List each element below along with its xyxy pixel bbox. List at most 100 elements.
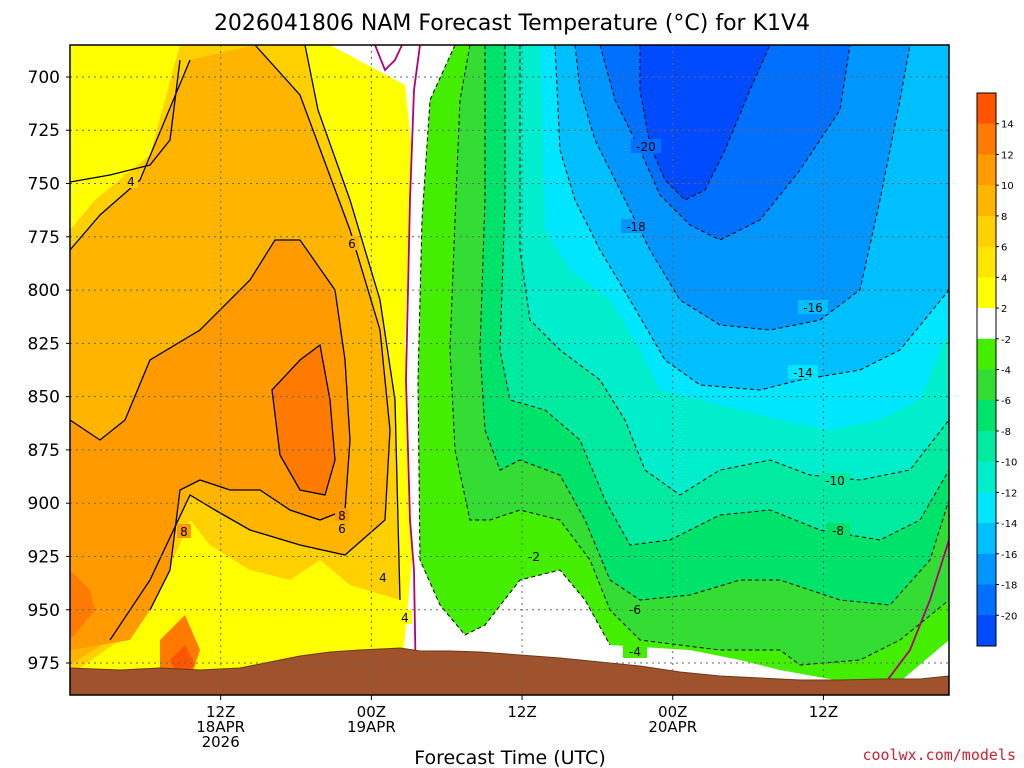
- contour-label: 4: [127, 175, 135, 189]
- x-tick-label: 18APR: [196, 718, 245, 736]
- fill-10c: [70, 345, 335, 680]
- contour-label: 8: [180, 525, 188, 539]
- colorbar-label: 4: [1001, 273, 1007, 284]
- colorbar-swatch: [977, 615, 996, 647]
- contour-label: -20: [636, 140, 656, 154]
- y-tick-label: 775: [28, 228, 60, 248]
- x-tick-label: 00Z: [658, 703, 687, 721]
- contour-m14c: [554, 45, 949, 391]
- colorbar-swatch: [977, 277, 996, 309]
- label-bg: [345, 236, 359, 250]
- contour-labels: 4 6 8 8 6 4 4 -20 -18 -16 -14 -10 -8 -6 …: [124, 139, 850, 659]
- contour-m10c: [519, 45, 949, 496]
- x-tick-label: 12Z: [206, 703, 235, 721]
- contour-label: -10: [825, 474, 845, 488]
- y-tick-label: 750: [28, 175, 60, 195]
- colorbar-swatch: [977, 246, 996, 278]
- colorbar-label: 10: [1001, 181, 1014, 192]
- x-tick-label: 12Z: [809, 703, 838, 721]
- x-axis-label: Forecast Time (UTC): [414, 747, 605, 768]
- colorbar-swatch: [977, 93, 996, 125]
- contour-label: 6: [338, 522, 346, 536]
- contour-m6c: [479, 45, 949, 606]
- contour-label: 4: [379, 571, 387, 585]
- grid-lines: [70, 45, 949, 695]
- zero-line-main: [405, 45, 421, 691]
- contour-label: -6: [629, 603, 641, 617]
- contour-label: -8: [832, 524, 844, 538]
- plot-area: [70, 45, 949, 695]
- freezing-contour: [374, 45, 949, 691]
- colorbar-label: 14: [1001, 120, 1014, 131]
- colorbar-swatch: [977, 461, 996, 493]
- colorbar-label: -20: [1001, 611, 1017, 622]
- colorbar-label: 6: [1001, 243, 1007, 254]
- x-tick-label: 12Z: [507, 703, 536, 721]
- y-tick-label: 975: [28, 654, 60, 674]
- label-bg: [820, 473, 850, 487]
- y-tick-label: 800: [28, 281, 60, 301]
- y-tick-label: 725: [28, 121, 60, 141]
- x-tick-label: 00Z: [357, 703, 386, 721]
- colorbar-swatch: [977, 123, 996, 155]
- colorbar-label: 8: [1001, 212, 1007, 223]
- colorbar-label: -16: [1001, 550, 1017, 561]
- label-bg: [376, 570, 390, 584]
- contour-m8c: [499, 45, 949, 546]
- y-tick-label: 900: [28, 494, 60, 514]
- colorbar-label: -4: [1001, 366, 1011, 377]
- colorbar-swatch: [977, 338, 996, 370]
- colorbar-label: 12: [1001, 150, 1014, 161]
- contour-label: -16: [803, 301, 823, 315]
- contour-label: 6: [348, 237, 356, 251]
- contour-label: -2: [528, 550, 540, 564]
- y-tick-label: 850: [28, 388, 60, 408]
- contour-m20c: [639, 45, 771, 201]
- contour-label: 8: [338, 509, 346, 523]
- contour-4c: [70, 45, 401, 601]
- colorbar-label: -2: [1001, 335, 1011, 346]
- contour-label: -4: [629, 645, 641, 659]
- contour-label: -18: [626, 220, 646, 234]
- y-tick-label: 925: [28, 547, 60, 567]
- colorbar-label: 2: [1001, 304, 1007, 315]
- contour-6c: [70, 45, 391, 641]
- colorbar-swatch: [977, 308, 996, 340]
- label-bg: [522, 549, 546, 563]
- label-bg: [826, 523, 850, 537]
- label-bg: [788, 365, 818, 379]
- warm-region: [70, 45, 412, 690]
- label-bg: [177, 524, 191, 538]
- label-bg: [798, 300, 828, 314]
- fill-m20c: [640, 45, 770, 200]
- colorbar-swatch: [977, 430, 996, 463]
- colorbar-label: -6: [1001, 396, 1011, 407]
- y-tick-label: 950: [28, 601, 60, 621]
- x-tick-label: 19APR: [347, 718, 396, 736]
- y-axis-ticks: 700 725 750 775 800 825 850 875 900 925 950 975: [28, 68, 70, 674]
- label-bg: [621, 219, 651, 233]
- colorbar-swatch: [977, 185, 996, 217]
- colorbar-swatch: [977, 400, 996, 432]
- colorbar-swatch: [977, 523, 996, 555]
- contour-m2c: [417, 45, 611, 646]
- contour-lines: [70, 45, 401, 641]
- contour-label: -14: [793, 366, 813, 380]
- colorbar-swatch: [977, 215, 996, 248]
- label-bg: [335, 508, 349, 522]
- fill-8c: [70, 240, 350, 650]
- colorbar-label: -12: [1001, 488, 1017, 499]
- colorbar-label: -10: [1001, 458, 1017, 469]
- colorbar-swatch: [977, 553, 996, 586]
- colorbar-swatch: [977, 584, 996, 616]
- chart-title: 2026041806 NAM Forecast Temperature (°C)…: [214, 11, 810, 36]
- label-bg: [335, 521, 349, 535]
- contour-m16c: [574, 45, 911, 331]
- y-tick-label: 825: [28, 334, 60, 354]
- label-bg: [124, 174, 138, 188]
- terrain: [70, 647, 949, 695]
- x-tick-label: 20APR: [648, 718, 697, 736]
- cold-region: [418, 45, 949, 690]
- x-tick-label: 2026: [202, 733, 240, 751]
